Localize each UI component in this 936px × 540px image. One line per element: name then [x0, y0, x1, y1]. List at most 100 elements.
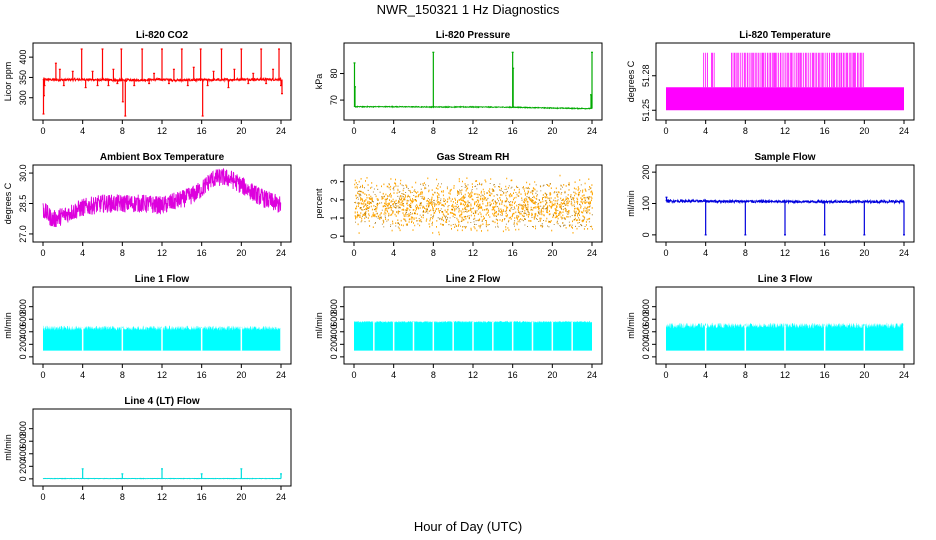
- x-tick-label: 4: [391, 248, 396, 258]
- x-tick-label: 12: [780, 248, 790, 258]
- x-tick-label: 20: [236, 370, 246, 380]
- x-tick-label: 16: [197, 370, 207, 380]
- x-tick-label: 12: [468, 126, 478, 136]
- panel-title: Ambient Box Temperature: [100, 152, 225, 163]
- y-axis-label: ml/min: [3, 312, 13, 339]
- series-marks: [666, 322, 905, 351]
- x-tick-label: 24: [899, 248, 909, 258]
- x-tick-label: 0: [351, 248, 356, 258]
- y-tick-label: 200: [641, 337, 651, 352]
- y-axis-label: degrees C: [3, 182, 13, 224]
- y-tick-label: 0: [329, 354, 339, 359]
- panel-1: Li-820 Pressure 0 4 8 12 16 20 24 70 80 kPa: [314, 30, 603, 136]
- series-line: [353, 105, 593, 110]
- series-marks: [354, 174, 593, 236]
- y-tick-label: 51.25: [641, 99, 651, 122]
- x-tick-label: 4: [703, 248, 708, 258]
- series-points: [354, 174, 593, 236]
- y-tick-label: 800: [641, 299, 651, 314]
- x-tick-label: 4: [703, 370, 708, 380]
- x-tick-label: 24: [276, 248, 286, 258]
- series-marks: [666, 52, 904, 111]
- y-tick-label: 600: [329, 312, 339, 327]
- x-tick-label: 8: [431, 248, 436, 258]
- y-tick-label: 2: [329, 197, 339, 202]
- y-axis-label: Licor ppm: [3, 62, 13, 102]
- x-tick-label: 8: [120, 248, 125, 258]
- y-tick-label: 51.28: [641, 64, 651, 87]
- y-tick-label: 800: [18, 421, 28, 436]
- x-tick-label: 0: [40, 492, 45, 502]
- panel-0: Li-820 CO2 0 4 8 12 16 20 24 300 350 400 Licor ppm: [3, 30, 292, 136]
- x-tick-label: 12: [468, 370, 478, 380]
- x-tick-label: 12: [157, 492, 167, 502]
- x-tick-label: 8: [120, 370, 125, 380]
- y-tick-label: 200: [18, 459, 28, 474]
- x-tick-label: 20: [859, 248, 869, 258]
- x-axis-title: Hour of Day (UTC): [413, 519, 523, 534]
- figure-title: NWR_150321 1 Hz Diagnostics: [376, 2, 560, 17]
- y-tick-label: 600: [641, 312, 651, 327]
- x-tick-label: 4: [80, 248, 85, 258]
- x-tick-label: 8: [743, 248, 748, 258]
- panel-title: Sample Flow: [754, 152, 815, 163]
- x-tick-label: 12: [780, 370, 790, 380]
- x-tick-label: 0: [663, 248, 668, 258]
- y-tick-label: 70: [329, 95, 339, 105]
- y-tick-label: 0: [641, 232, 651, 237]
- y-tick-label: 350: [18, 70, 28, 85]
- x-tick-label: 24: [899, 370, 909, 380]
- x-tick-label: 20: [547, 126, 557, 136]
- y-axis-label: ml/min: [626, 190, 636, 217]
- x-tick-label: 16: [820, 370, 830, 380]
- x-tick-label: 20: [236, 492, 246, 502]
- y-tick-label: 200: [18, 337, 28, 352]
- y-axis-label: ml/min: [314, 312, 324, 339]
- x-tick-label: 20: [859, 370, 869, 380]
- series-marks: [43, 325, 282, 351]
- x-tick-label: 24: [276, 370, 286, 380]
- x-tick-label: 16: [820, 248, 830, 258]
- series-line: [42, 167, 282, 228]
- series-marks: [353, 51, 593, 110]
- y-tick-label: 800: [18, 299, 28, 314]
- x-tick-label: 16: [508, 370, 518, 380]
- y-tick-label: 400: [641, 324, 651, 339]
- series-marks: [42, 48, 283, 117]
- y-tick-label: 400: [18, 446, 28, 461]
- x-tick-label: 16: [508, 248, 518, 258]
- y-axis-label: ml/min: [3, 434, 13, 461]
- panel-title: Li-820 CO2: [136, 30, 189, 41]
- x-tick-label: 24: [587, 248, 597, 258]
- x-tick-label: 16: [508, 126, 518, 136]
- x-tick-label: 8: [120, 492, 125, 502]
- y-tick-label: 3: [329, 179, 339, 184]
- x-tick-label: 0: [40, 126, 45, 136]
- x-tick-label: 20: [859, 126, 869, 136]
- panel-5: Sample Flow 0 4 8 12 16 20 24 0 100 200 ml/min: [626, 152, 915, 258]
- panel-title: Line 3 Flow: [758, 274, 813, 285]
- x-tick-label: 20: [236, 248, 246, 258]
- y-tick-label: 400: [329, 324, 339, 339]
- y-tick-label: 0: [18, 476, 28, 481]
- x-tick-label: 12: [780, 126, 790, 136]
- x-tick-label: 0: [351, 126, 356, 136]
- x-tick-label: 12: [157, 248, 167, 258]
- y-tick-label: 27.0: [18, 225, 28, 243]
- series-points-dark: [354, 183, 593, 228]
- y-tick-label: 400: [18, 50, 28, 65]
- panel-title: Line 4 (LT) Flow: [124, 396, 200, 407]
- panel-9: Line 4 (LT) Flow 0 4 8 12 16 20 24 0 200400600800…: [3, 396, 292, 502]
- y-tick-label: 600: [18, 312, 28, 327]
- y-axis-label: degrees C: [626, 60, 636, 102]
- panel-title: Line 2 Flow: [446, 274, 501, 285]
- x-tick-label: 0: [40, 248, 45, 258]
- y-tick-label: 28.5: [18, 195, 28, 213]
- x-tick-label: 16: [197, 248, 207, 258]
- x-tick-label: 4: [391, 370, 396, 380]
- y-tick-label: 300: [18, 90, 28, 105]
- series-marks: [42, 468, 282, 480]
